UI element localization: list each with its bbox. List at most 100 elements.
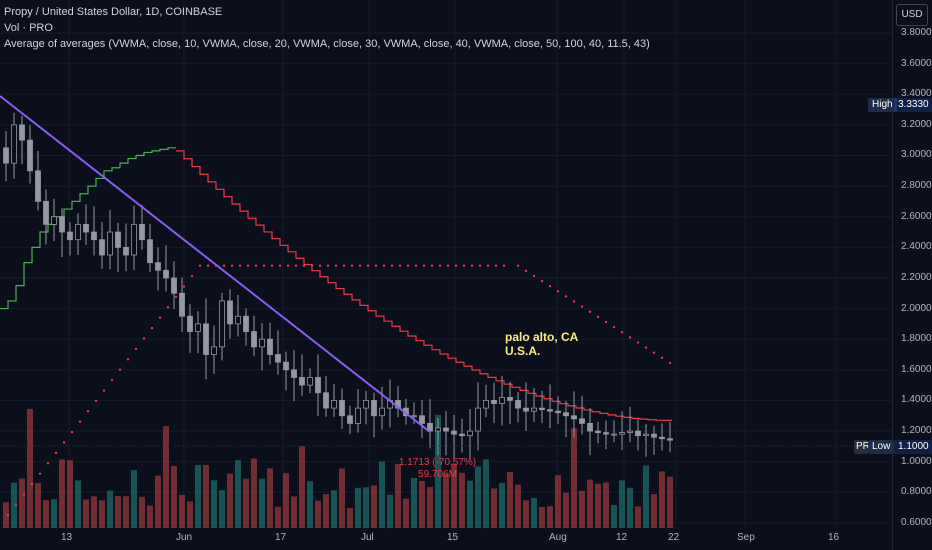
volume-bar [531, 497, 537, 528]
candle-body [547, 409, 553, 412]
volume-bar [91, 496, 97, 528]
dot [78, 420, 82, 423]
volume-bar [51, 499, 57, 528]
y-axis-label: 0.8000 [901, 486, 932, 498]
low-tag-label: Low [868, 440, 895, 454]
dot [540, 279, 544, 283]
candle-body [363, 400, 369, 409]
y-axis-label: 1.4000 [901, 394, 932, 406]
volume-bar [643, 465, 649, 528]
candle-body [91, 231, 97, 241]
currency-button[interactable]: USD [896, 4, 928, 26]
dot [636, 341, 640, 344]
dot [524, 269, 528, 273]
y-axis-label: 2.2000 [901, 271, 932, 283]
volume-bar [619, 480, 625, 528]
volume-bar [99, 500, 105, 528]
dot [350, 264, 354, 267]
volume-bar [635, 506, 641, 528]
dot [620, 331, 624, 334]
symbol-title[interactable]: Propy / United States Dollar, 1D, COINBA… [4, 6, 223, 18]
volume-bar [371, 485, 377, 528]
dot [150, 326, 154, 330]
candle-body [307, 377, 313, 386]
volume-bar [331, 490, 337, 528]
volume-bar [459, 472, 465, 528]
candle-body [451, 430, 457, 435]
dot [142, 337, 146, 340]
dot [134, 347, 138, 351]
candle-body [275, 354, 281, 363]
average-line-red [176, 150, 672, 421]
volume-bar [603, 482, 609, 528]
dot [102, 389, 106, 392]
volume-bar [427, 486, 433, 528]
volume-bar [435, 414, 441, 528]
candle-body [179, 292, 185, 317]
dot [206, 264, 210, 267]
dot [604, 320, 608, 324]
candle-body [235, 315, 241, 325]
volume-bar [547, 506, 553, 528]
y-axis-label: 1.6000 [901, 363, 932, 375]
volume-bar [139, 496, 145, 528]
dot [406, 264, 410, 267]
y-axis-label: 3.6000 [901, 57, 932, 69]
x-axis-label: 16 [828, 532, 840, 543]
volume-bar [75, 480, 81, 528]
high-tag-value: 3.3330 [894, 98, 932, 112]
candle-body [467, 430, 473, 437]
volume-bar [43, 500, 49, 528]
volume-bar [11, 482, 17, 528]
candle-body [571, 415, 577, 420]
candle-body [267, 338, 273, 355]
price-axis[interactable] [892, 0, 932, 550]
candle-body [339, 400, 345, 417]
dot [46, 462, 50, 465]
dot [358, 264, 362, 267]
x-axis-label: 17 [275, 532, 287, 543]
candle-body [11, 124, 17, 164]
candle-body [219, 300, 225, 348]
volume-bar [235, 460, 241, 528]
volume-bar [627, 487, 633, 528]
candle-body [611, 433, 617, 436]
dot [644, 346, 648, 349]
dot [494, 264, 498, 267]
x-axis-label: 13 [61, 532, 73, 543]
candle-body [595, 430, 601, 433]
indicator-legend[interactable]: Average of averages (VWMA, close, 10, VW… [4, 38, 650, 50]
candle-body [587, 423, 593, 432]
candle-body [579, 418, 585, 424]
volume-bar [475, 466, 481, 528]
annotation-line-1[interactable]: palo alto, CA [505, 330, 579, 344]
volume-bar [131, 470, 137, 528]
x-axis-label: 22 [668, 532, 680, 543]
volume-bar [291, 496, 297, 528]
low-tag-value: 1.1000 [894, 440, 932, 454]
candle-body [355, 407, 361, 424]
annotation-line-2[interactable]: U.S.A. [505, 344, 541, 358]
trendline[interactable] [0, 95, 431, 433]
volume-bar [259, 478, 265, 528]
volume-bar [171, 466, 177, 528]
y-axis-label: 3.8000 [901, 27, 932, 38]
dot [612, 325, 616, 329]
volume-bar [507, 471, 513, 528]
candle-body [515, 400, 521, 409]
dot [660, 356, 664, 360]
dot [270, 264, 274, 267]
candle-body [499, 396, 505, 404]
volume-legend[interactable]: Vol · PRO [4, 22, 53, 34]
dot [342, 264, 346, 267]
volume-bar [563, 492, 569, 528]
volume-bar [419, 481, 425, 528]
candle-body [627, 430, 633, 433]
candle-body [43, 201, 49, 225]
dot [238, 264, 242, 267]
candle-body [147, 239, 153, 264]
volume-bar [219, 490, 225, 528]
volume-bar [411, 477, 417, 528]
